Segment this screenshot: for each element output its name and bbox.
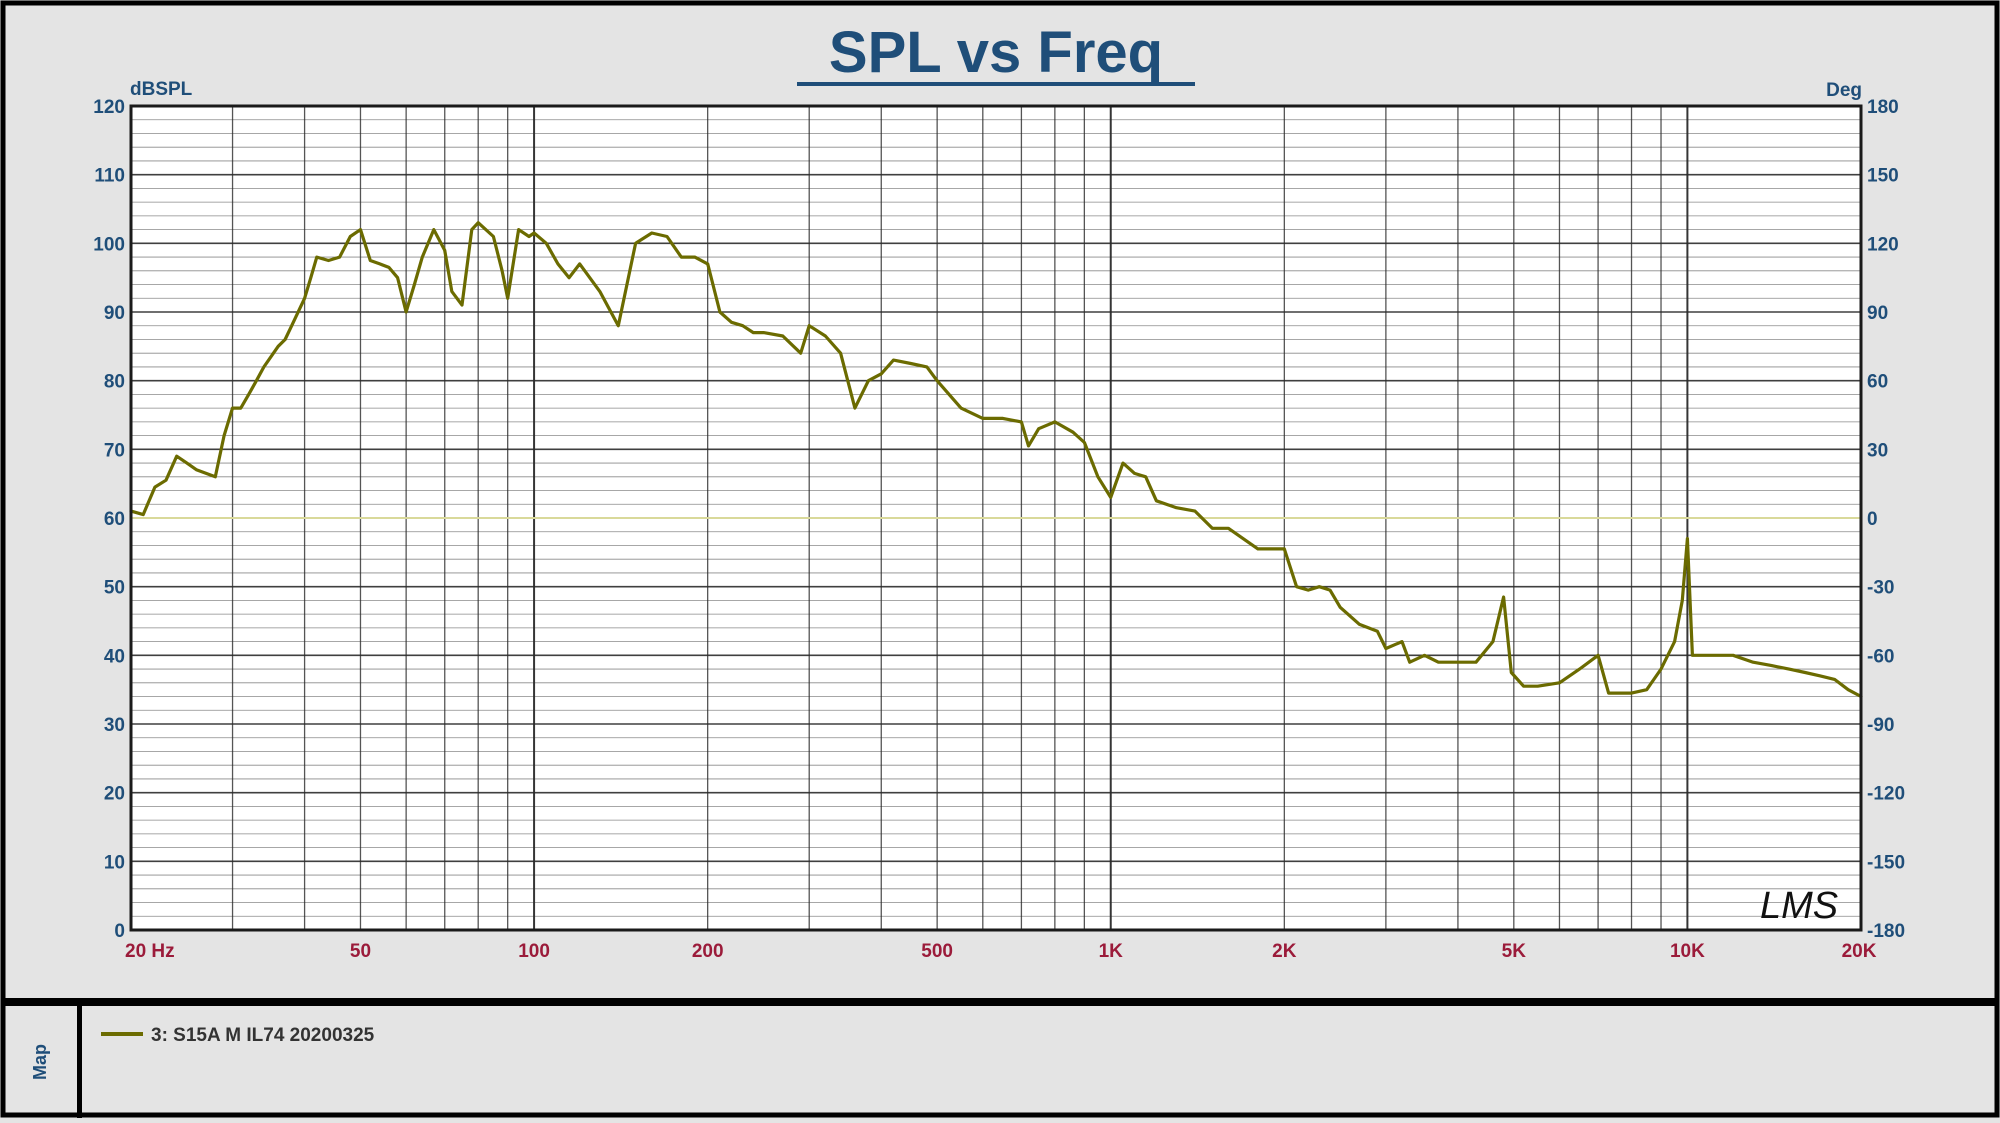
x-tick-label: 50	[350, 941, 371, 962]
x-tick-label: 10K	[1670, 941, 1705, 962]
y-right-tick-label: -180	[1867, 921, 1905, 942]
x-tick-label: 500	[921, 941, 953, 962]
y-left-tick-label: 40	[104, 646, 125, 667]
x-tick-label: 20 Hz	[125, 941, 175, 962]
y-right-tick-label: -150	[1867, 852, 1905, 873]
y-left-tick-label: 0	[114, 921, 125, 942]
svg-text:LMS: LMS	[1760, 885, 1838, 927]
y-left-tick-label: 20	[104, 784, 125, 805]
y-right-tick-label: -120	[1867, 784, 1905, 805]
y-left-tick-label: 70	[104, 440, 125, 461]
y-right-unit-label: Deg	[1826, 80, 1862, 101]
y-left-tick-label: 80	[104, 372, 125, 393]
y-left-tick-label: 50	[104, 578, 125, 599]
legend-entry-label: 3: S15A M IL74 20200325	[151, 1025, 375, 1046]
y-left-tick-label: 120	[93, 97, 125, 118]
spl-curve	[129, 221, 1863, 699]
y-left-tick-label: 60	[104, 509, 125, 530]
y-right-tick-label: 0	[1867, 509, 1878, 530]
x-tick-label: 1K	[1099, 941, 1124, 962]
y-right-tick-label: 60	[1867, 372, 1888, 393]
y-left-unit-label: dBSPL	[130, 79, 193, 100]
y-left-tick-label: 100	[93, 234, 125, 255]
y-right-tick-label: 150	[1867, 166, 1899, 187]
x-tick-label: 5K	[1502, 941, 1527, 962]
legend-separator	[3, 998, 1997, 1006]
y-left-tick-label: 90	[104, 303, 125, 324]
grid-lines	[131, 106, 1861, 930]
y-right-tick-label: -30	[1867, 578, 1894, 599]
y-left-tick-label: 30	[104, 715, 125, 736]
y-left-tick-label: 110	[94, 166, 125, 187]
x-tick-label: 2K	[1272, 941, 1297, 962]
legend-side-divider	[77, 1006, 82, 1118]
y-right-tick-label: -60	[1867, 646, 1894, 667]
y-right-tick-label: 180	[1867, 97, 1899, 118]
tick-labels: 0 10 20 30 40 50 60 70 80 90 100 110 120 -180 -150 -120…	[93, 97, 1905, 962]
x-tick-label: 20K	[1842, 941, 1877, 962]
legend-side-label: Map	[30, 1044, 50, 1080]
x-tick-label: 100	[518, 941, 550, 962]
series-group	[129, 221, 1863, 699]
x-tick-label: 200	[692, 941, 724, 962]
y-right-tick-label: 120	[1867, 234, 1899, 255]
chart-title: SPL vs Freq	[829, 20, 1163, 85]
lms-watermark: LMS	[1760, 885, 1838, 927]
y-left-tick-label: 10	[104, 852, 125, 873]
plot-border	[129, 104, 1863, 932]
y-right-tick-label: -90	[1867, 715, 1894, 736]
y-right-tick-label: 30	[1867, 440, 1888, 461]
legend: Map 3: S15A M IL74 20200325	[30, 1025, 375, 1080]
y-right-tick-label: 90	[1867, 303, 1888, 324]
